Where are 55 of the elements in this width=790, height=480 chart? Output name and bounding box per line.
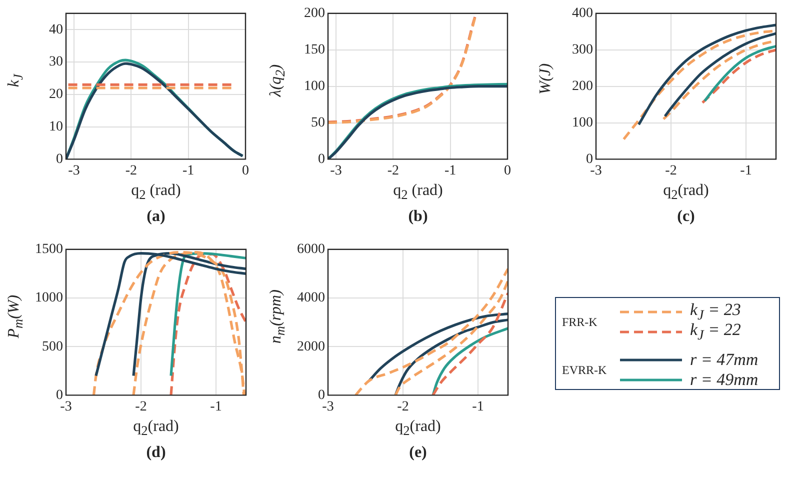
x-tick-label: -3	[330, 163, 342, 178]
y-tick-label: 300	[572, 42, 593, 58]
y-tick-label: 0	[56, 152, 63, 167]
y-axis-title: W(J)	[537, 62, 555, 97]
x-tick-label: 0	[242, 163, 249, 178]
x-tick-label: -2	[665, 163, 677, 178]
y-tick-label: 1000	[35, 290, 63, 306]
text: (e)	[408, 444, 428, 462]
y-tick-label: 0	[318, 388, 325, 403]
x-tick-label: -1	[472, 399, 484, 414]
x-tick-label: -3	[322, 399, 334, 414]
y-tick-label: 0	[56, 388, 63, 403]
text: EVRR-K	[562, 362, 608, 378]
y-tick-label: 6000	[297, 242, 325, 258]
x-tick-label: -3	[590, 163, 602, 178]
x-tick-label: -3	[68, 163, 80, 178]
legend-label: r = 49mm	[690, 370, 758, 390]
y-tick-label: 400	[572, 6, 593, 22]
y-tick-label: 40	[49, 22, 63, 38]
x-tick-label: 0	[504, 163, 511, 178]
x-tick-label: -1	[210, 399, 222, 414]
y-tick-label: 100	[572, 115, 593, 130]
x-tick-label: -2	[387, 163, 400, 178]
x-axis-title: q$_{2}$(rad)	[662, 182, 710, 204]
y-tick-label: 1500	[35, 242, 63, 258]
y-tick-label: 0	[318, 152, 325, 167]
y-tick-label: 500	[42, 339, 63, 354]
x-axis-title: q$_{2}$(rad)	[132, 418, 180, 440]
x-axis-title: q$_{2}$ (rad)	[130, 182, 182, 204]
x-tick-label: -1	[740, 163, 752, 178]
text: FRR-K	[562, 314, 598, 330]
y-tick-label: 200	[304, 6, 325, 22]
y-tick-label: 150	[304, 42, 325, 58]
x-axis-title: q$_{2}$(rad)	[394, 418, 442, 440]
y-tick-label: 200	[572, 78, 593, 94]
y-tick-label: 4000	[297, 290, 325, 306]
text: (a)	[146, 208, 166, 226]
y-tick-label: 10	[49, 119, 63, 134]
text: (c)	[676, 208, 696, 226]
x-axis-title: q$_{2}$ (rad)	[392, 182, 444, 204]
x-tick-label: -2	[125, 163, 138, 178]
x-tick-label: -1	[444, 163, 456, 178]
x-tick-label: -2	[135, 399, 147, 414]
x-tick-label: -1	[182, 163, 194, 178]
y-tick-label: 2000	[297, 339, 325, 354]
legend-label: r = 47mm	[690, 350, 758, 370]
y-tick-label: 20	[49, 87, 63, 102]
y-tick-label: 0	[586, 152, 593, 167]
text: (b)	[407, 208, 429, 226]
x-tick-label: -2	[397, 399, 409, 414]
x-tick-label: -3	[60, 399, 72, 414]
y-tick-label: 50	[311, 115, 325, 130]
text: (d)	[145, 444, 167, 462]
y-tick-label: 30	[49, 54, 63, 70]
y-tick-label: 100	[304, 78, 325, 94]
